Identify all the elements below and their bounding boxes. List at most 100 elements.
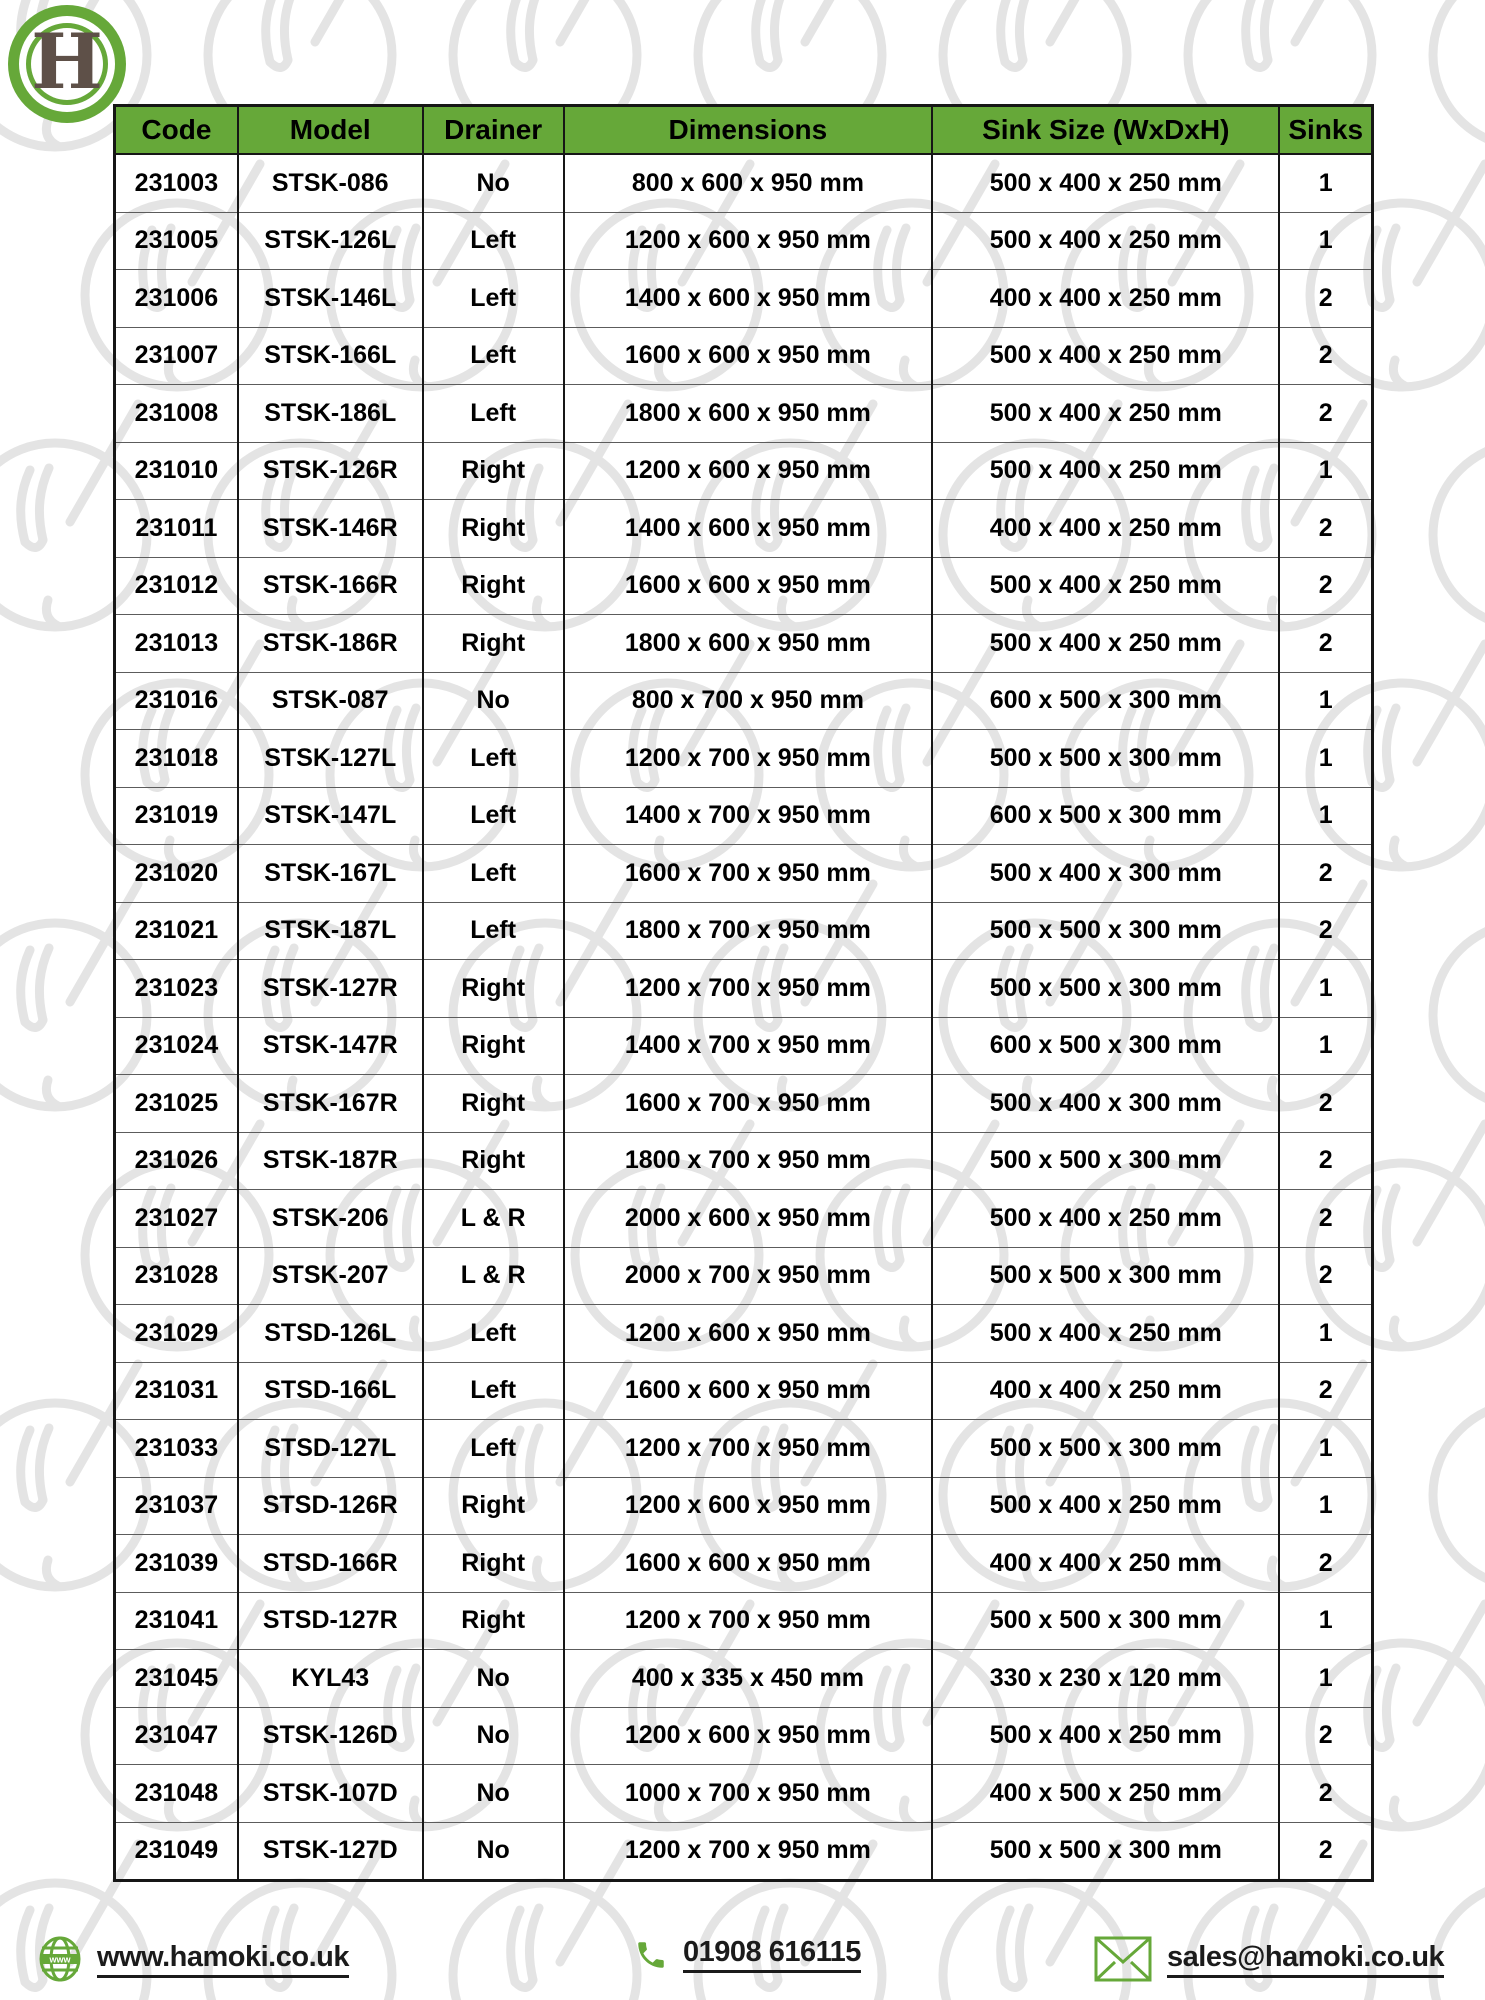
cell-dimensions: 1200 x 700 x 950 mm [562,1821,934,1881]
cell-drainer: Left [421,844,565,903]
cell-sink_size: 500 x 400 x 250 mm [931,384,1281,443]
cell-dimensions: 1800 x 700 x 950 mm [562,901,934,960]
cell-dimensions: 800 x 700 x 950 mm [562,671,934,730]
cell-drainer: Right [421,959,565,1018]
cell-sinks: 2 [1278,901,1374,960]
cell-model: STSD-126L [236,1304,424,1363]
cell-sink_size: 500 x 400 x 300 mm [931,1074,1281,1133]
table-row: 231041 STSD-127R Right 1200 x 700 x 950 mm 5… [113,1591,1374,1650]
col-header-drainer: Drainer [421,104,565,155]
cell-code: 231006 [113,269,239,328]
cell-sink_size: 500 x 500 x 300 mm [931,1131,1281,1190]
cell-dimensions: 1400 x 700 x 950 mm [562,786,934,845]
cell-drainer: Right [421,1534,565,1593]
table-row: 231012 STSK-166R Right 1600 x 600 x 950 mm 5… [113,556,1374,615]
footer: www www.hamoki.co.uk 01908 616115 sales@… [0,1922,1485,2000]
cell-drainer: No [421,671,565,730]
cell-sink_size: 500 x 500 x 300 mm [931,959,1281,1018]
cell-sinks: 1 [1278,959,1374,1018]
table-row: 231049 STSK-127D No 1200 x 700 x 950 mm 500 … [113,1821,1374,1881]
cell-code: 231037 [113,1476,239,1535]
cell-sinks: 2 [1278,844,1374,903]
col-header-sinks: Sinks [1278,104,1374,155]
cell-sink_size: 500 x 400 x 250 mm [931,1189,1281,1248]
cell-dimensions: 2000 x 700 x 950 mm [562,1246,934,1305]
cell-model: STSK-187R [236,1131,424,1190]
cell-sink_size: 500 x 400 x 250 mm [931,326,1281,385]
cell-drainer: Left [421,384,565,443]
table-row: 231027 STSK-206 L & R 2000 x 600 x 950 mm 50… [113,1189,1374,1248]
cell-dimensions: 1600 x 600 x 950 mm [562,326,934,385]
cell-code: 231031 [113,1361,239,1420]
cell-dimensions: 1400 x 600 x 950 mm [562,499,934,558]
cell-model: STSK-126L [236,211,424,270]
cell-sink_size: 330 x 230 x 120 mm [931,1649,1281,1708]
cell-model: STSK-167R [236,1074,424,1133]
table-row: 231019 STSK-147L Left 1400 x 700 x 950 mm 60… [113,786,1374,845]
table-row: 231025 STSK-167R Right 1600 x 700 x 950 mm 5… [113,1074,1374,1133]
cell-code: 231041 [113,1591,239,1650]
cell-drainer: Left [421,901,565,960]
cell-dimensions: 1200 x 600 x 950 mm [562,1706,934,1765]
cell-drainer: Right [421,1591,565,1650]
cell-dimensions: 1400 x 700 x 950 mm [562,1016,934,1075]
cell-sinks: 2 [1278,1706,1374,1765]
cell-code: 231019 [113,786,239,845]
footer-website: www www.hamoki.co.uk [38,1936,349,1982]
cell-model: STSK-127D [236,1821,424,1881]
cell-sink_size: 400 x 400 x 250 mm [931,1534,1281,1593]
cell-sink_size: 400 x 400 x 250 mm [931,499,1281,558]
cell-sinks: 2 [1278,1189,1374,1248]
cell-model: STSK-146R [236,499,424,558]
cell-dimensions: 400 x 335 x 450 mm [562,1649,934,1708]
table-row: 231018 STSK-127L Left 1200 x 700 x 950 mm 50… [113,729,1374,788]
cell-model: STSK-147R [236,1016,424,1075]
table-row: 231008 STSK-186L Left 1800 x 600 x 950 mm 50… [113,384,1374,443]
product-table: Code Model Drainer Dimensions Sink Size (WxD… [113,104,1374,1882]
cell-model: STSD-126R [236,1476,424,1535]
cell-code: 231029 [113,1304,239,1363]
email-link[interactable]: sales@hamoki.co.uk [1167,1941,1445,1978]
cell-dimensions: 1600 x 600 x 950 mm [562,1534,934,1593]
cell-drainer: Right [421,1476,565,1535]
cell-drainer: Right [421,1131,565,1190]
cell-dimensions: 1400 x 600 x 950 mm [562,269,934,328]
cell-sink_size: 600 x 500 x 300 mm [931,671,1281,730]
col-header-model: Model [236,104,424,155]
cell-sinks: 2 [1278,1821,1374,1881]
cell-sink_size: 500 x 400 x 250 mm [931,1304,1281,1363]
cell-model: STSK-186L [236,384,424,443]
cell-sink_size: 500 x 500 x 300 mm [931,901,1281,960]
cell-dimensions: 1800 x 600 x 950 mm [562,384,934,443]
cell-drainer: No [421,1764,565,1823]
phone-link[interactable]: 01908 616115 [683,1936,861,1973]
product-table-body: 231003 STSK-086 No 800 x 600 x 950 mm 500 x … [113,153,1374,1881]
cell-drainer: No [421,153,565,213]
cell-sinks: 2 [1278,1074,1374,1133]
cell-dimensions: 2000 x 600 x 950 mm [562,1189,934,1248]
table-row: 231047 STSK-126D No 1200 x 600 x 950 mm 500 … [113,1706,1374,1765]
cell-drainer: No [421,1649,565,1708]
cell-code: 231025 [113,1074,239,1133]
table-row: 231007 STSK-166L Left 1600 x 600 x 950 mm 50… [113,326,1374,385]
cell-model: STSK-187L [236,901,424,960]
cell-sink_size: 500 x 400 x 250 mm [931,153,1281,213]
cell-code: 231012 [113,556,239,615]
cell-drainer: Left [421,1419,565,1478]
website-link[interactable]: www.hamoki.co.uk [97,1941,349,1978]
cell-code: 231027 [113,1189,239,1248]
cell-sinks: 1 [1278,1419,1374,1478]
cell-drainer: L & R [421,1189,565,1248]
cell-sinks: 2 [1278,1534,1374,1593]
cell-dimensions: 800 x 600 x 950 mm [562,153,934,213]
header-row: Code Model Drainer Dimensions Sink Size (WxD… [113,104,1374,155]
cell-sink_size: 500 x 400 x 250 mm [931,1706,1281,1765]
cell-sink_size: 500 x 500 x 300 mm [931,1246,1281,1305]
table-row: 231029 STSD-126L Left 1200 x 600 x 950 mm 50… [113,1304,1374,1363]
cell-sinks: 1 [1278,1016,1374,1075]
cell-sinks: 1 [1278,671,1374,730]
table-row: 231039 STSD-166R Right 1600 x 600 x 950 mm 4… [113,1534,1374,1593]
cell-code: 231013 [113,614,239,673]
table-row: 231011 STSK-146R Right 1400 x 600 x 950 mm 4… [113,499,1374,558]
logo-letter: H [31,17,103,106]
